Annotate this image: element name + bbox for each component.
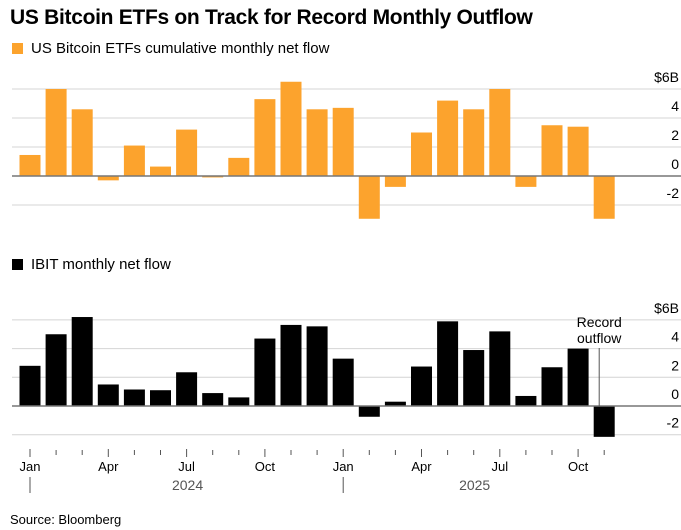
- legend-swatch-orange: [12, 43, 23, 54]
- y-tick-label: 2: [671, 357, 679, 373]
- source-note: Source: Bloomberg: [10, 512, 122, 527]
- y-tick-label: -2: [667, 185, 680, 201]
- bar-mar-2024: [71, 317, 93, 406]
- bar-apr-2025: [411, 132, 432, 176]
- legend-label-etfs: US Bitcoin ETFs cumulative monthly net f…: [31, 40, 330, 57]
- bar-jul-2024: [176, 129, 198, 176]
- year-label: 2025: [459, 477, 490, 493]
- bar-mar-2025: [384, 401, 406, 406]
- bar-may-2025: [437, 100, 459, 176]
- x-tick-label: Jan: [20, 459, 41, 474]
- bar-jan-2025: [332, 107, 354, 176]
- bar-sep-2025: [541, 367, 563, 406]
- legend-top: US Bitcoin ETFs cumulative monthly net f…: [12, 40, 329, 57]
- bar-feb-2024: [45, 334, 67, 406]
- y-tick-label: $6B: [654, 69, 679, 85]
- bar-feb-2025: [358, 176, 380, 219]
- bar-jan-2024: [19, 154, 41, 176]
- bar-oct-2025: [567, 126, 589, 176]
- bar-apr-2024: [97, 384, 119, 406]
- legend-label-ibit: IBIT monthly net flow: [31, 256, 171, 273]
- bar-nov-2024: [280, 81, 302, 176]
- bar-mar-2025: [384, 176, 406, 187]
- bar-jul-2025: [489, 89, 511, 176]
- bar-jun-2025: [463, 109, 485, 176]
- bar-nov-2025: [593, 176, 615, 219]
- annotation-line2: outflow: [577, 330, 622, 346]
- bar-sep-2024: [228, 157, 250, 176]
- x-tick-label: Oct: [568, 459, 589, 474]
- x-tick-label: Jul: [491, 459, 508, 474]
- bar-jun-2024: [150, 390, 171, 406]
- bar-oct-2024: [254, 99, 276, 176]
- x-tick-label: Jul: [178, 459, 195, 474]
- bar-jul-2025: [489, 331, 511, 406]
- bar-nov-2024: [280, 324, 302, 406]
- bar-jul-2024: [176, 372, 198, 406]
- bar-apr-2025: [411, 366, 432, 406]
- bar-mar-2024: [71, 109, 93, 176]
- bar-oct-2025: [567, 348, 589, 406]
- x-tick-label: Apr: [411, 459, 432, 474]
- bar-aug-2025: [515, 395, 537, 406]
- y-tick-label: 2: [671, 127, 679, 143]
- bar-jun-2025: [463, 350, 485, 406]
- year-label: 2024: [172, 477, 203, 493]
- bar-may-2024: [123, 145, 145, 176]
- bar-feb-2024: [45, 89, 67, 176]
- bar-feb-2025: [358, 406, 380, 417]
- legend-swatch-black: [12, 259, 23, 270]
- y-tick-label: $6B: [654, 300, 679, 316]
- bar-may-2025: [437, 321, 459, 406]
- x-tick-label: Oct: [255, 459, 276, 474]
- chart-title: US Bitcoin ETFs on Track for Record Mont…: [10, 6, 533, 29]
- y-tick-label: -2: [667, 415, 680, 431]
- bar-oct-2024: [254, 338, 276, 406]
- bar-may-2024: [123, 389, 145, 406]
- bar-jan-2025: [332, 358, 354, 406]
- bar-dec-2024: [306, 109, 328, 176]
- bar-jan-2024: [19, 365, 41, 406]
- x-tick-label: Jan: [333, 459, 354, 474]
- annotation-line1: Record: [577, 314, 622, 330]
- bar-sep-2025: [541, 125, 563, 176]
- bar-jun-2024: [150, 166, 171, 176]
- legend-bottom: IBIT monthly net flow: [12, 256, 171, 273]
- bar-dec-2024: [306, 326, 328, 406]
- y-tick-label: 4: [671, 329, 679, 345]
- y-tick-label: 4: [671, 98, 679, 114]
- bar-nov-2025: [593, 406, 615, 437]
- bar-aug-2024: [202, 393, 224, 406]
- y-tick-label: 0: [671, 386, 679, 402]
- bar-aug-2025: [515, 176, 537, 187]
- x-tick-label: Apr: [98, 459, 119, 474]
- bar-sep-2024: [228, 397, 250, 406]
- y-tick-label: 0: [671, 156, 679, 172]
- bar-apr-2024: [97, 176, 119, 181]
